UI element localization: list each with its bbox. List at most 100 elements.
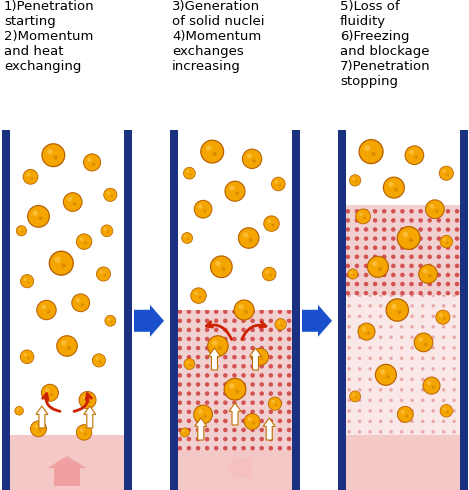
Circle shape xyxy=(400,294,403,297)
Circle shape xyxy=(358,323,375,340)
Circle shape xyxy=(101,225,113,237)
Circle shape xyxy=(186,361,189,364)
Circle shape xyxy=(187,364,191,368)
Circle shape xyxy=(265,270,269,273)
Circle shape xyxy=(278,318,282,323)
Circle shape xyxy=(348,409,351,413)
Circle shape xyxy=(287,309,291,314)
Circle shape xyxy=(241,382,246,387)
Circle shape xyxy=(410,388,414,392)
Circle shape xyxy=(27,281,30,284)
Circle shape xyxy=(232,337,237,341)
Circle shape xyxy=(358,304,362,308)
Circle shape xyxy=(346,291,350,295)
Circle shape xyxy=(348,325,351,329)
Circle shape xyxy=(394,188,398,192)
Circle shape xyxy=(400,419,403,423)
Circle shape xyxy=(379,304,382,308)
Circle shape xyxy=(421,388,424,392)
Circle shape xyxy=(400,291,405,295)
Circle shape xyxy=(201,140,224,163)
Circle shape xyxy=(418,291,423,295)
Circle shape xyxy=(418,282,423,286)
Circle shape xyxy=(418,337,423,342)
Circle shape xyxy=(19,228,21,230)
Circle shape xyxy=(215,261,221,266)
Circle shape xyxy=(443,318,446,320)
Circle shape xyxy=(275,404,277,406)
Circle shape xyxy=(453,346,456,349)
Circle shape xyxy=(375,364,396,385)
Circle shape xyxy=(382,273,386,277)
Circle shape xyxy=(373,291,378,295)
Circle shape xyxy=(453,378,456,381)
Circle shape xyxy=(421,357,424,360)
Circle shape xyxy=(410,346,414,349)
Circle shape xyxy=(28,206,49,227)
Circle shape xyxy=(187,318,191,323)
Circle shape xyxy=(431,386,435,389)
Circle shape xyxy=(369,294,372,297)
Circle shape xyxy=(389,357,393,360)
Circle shape xyxy=(400,264,405,268)
Circle shape xyxy=(47,310,50,314)
Circle shape xyxy=(369,346,372,349)
Circle shape xyxy=(409,209,414,214)
Circle shape xyxy=(42,144,65,167)
Circle shape xyxy=(400,398,403,402)
Bar xyxy=(10,130,124,490)
Circle shape xyxy=(187,437,191,441)
Circle shape xyxy=(183,167,195,179)
Circle shape xyxy=(250,328,255,332)
Circle shape xyxy=(362,327,366,331)
Circle shape xyxy=(363,217,366,219)
Circle shape xyxy=(373,254,378,259)
Circle shape xyxy=(271,400,274,403)
Circle shape xyxy=(379,357,382,360)
Circle shape xyxy=(205,428,209,432)
Circle shape xyxy=(223,355,227,360)
Circle shape xyxy=(241,400,246,405)
Circle shape xyxy=(421,430,424,434)
Circle shape xyxy=(410,304,414,308)
Circle shape xyxy=(248,417,252,421)
Circle shape xyxy=(232,318,237,323)
Circle shape xyxy=(196,309,200,314)
Circle shape xyxy=(249,238,253,242)
Circle shape xyxy=(455,245,459,250)
Circle shape xyxy=(405,146,424,165)
Circle shape xyxy=(287,318,291,323)
Circle shape xyxy=(400,357,403,360)
Circle shape xyxy=(278,392,282,396)
FancyArrow shape xyxy=(84,406,96,428)
Circle shape xyxy=(398,310,401,314)
Circle shape xyxy=(92,163,95,166)
Circle shape xyxy=(194,200,212,218)
Circle shape xyxy=(268,397,281,410)
Circle shape xyxy=(41,384,59,401)
FancyArrow shape xyxy=(47,456,86,486)
Circle shape xyxy=(214,392,219,396)
Bar xyxy=(10,435,124,490)
Circle shape xyxy=(178,382,182,387)
Circle shape xyxy=(269,337,273,341)
Circle shape xyxy=(250,364,255,368)
Circle shape xyxy=(269,446,273,450)
Circle shape xyxy=(50,393,53,396)
Circle shape xyxy=(30,421,46,437)
Circle shape xyxy=(378,267,382,271)
Circle shape xyxy=(419,265,438,283)
Circle shape xyxy=(427,227,432,232)
Circle shape xyxy=(348,304,351,308)
Circle shape xyxy=(446,282,450,286)
Circle shape xyxy=(442,419,446,423)
Circle shape xyxy=(223,309,227,314)
Circle shape xyxy=(379,398,382,402)
Circle shape xyxy=(104,188,117,201)
Circle shape xyxy=(346,282,350,286)
Bar xyxy=(460,130,468,490)
Circle shape xyxy=(453,336,456,339)
Circle shape xyxy=(241,410,246,414)
Circle shape xyxy=(187,373,191,378)
Circle shape xyxy=(442,430,446,434)
